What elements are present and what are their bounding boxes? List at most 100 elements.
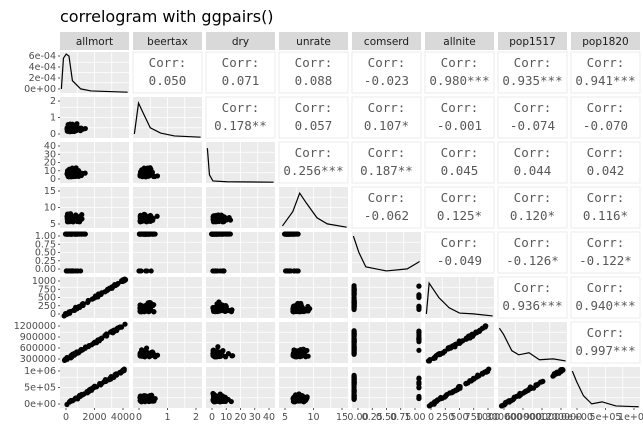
corr-value: 0.940*** [575,298,635,313]
scatter-point [416,376,422,382]
scatter-point [506,399,513,405]
scatter-point [442,348,448,354]
scatter-point [351,295,357,301]
top-strip-dry [206,32,275,50]
panel-pop1517-comserd [351,322,422,363]
scatter-point [226,215,232,221]
corr-label: Corr: [295,100,333,115]
y-tick-label: 0.75 [35,239,56,250]
corr-label: Corr: [587,235,625,250]
scatter-point [67,268,73,274]
scatter-point [145,307,151,313]
corr-value: 0.178** [214,118,267,133]
corr-label: Corr: [514,55,552,70]
scatter-point [442,394,448,400]
corr-panel-bg [497,186,568,229]
scatter-point [77,303,84,309]
corr-label: Corr: [587,325,625,340]
scatter-point [452,344,458,350]
panel-beertax-allmort [60,97,129,138]
y-tick-label: 6e-04 [29,51,56,62]
x-tick-label: 1000 [476,412,500,423]
scatter-point [303,396,309,403]
y-tick-label: 40 [44,141,56,152]
corr-label: Corr: [368,145,406,160]
scatter-point [122,321,128,327]
scatter-point [219,306,225,312]
panel-allnite-beertax [133,277,202,318]
scatter-point [291,399,297,405]
panel-allnite-dry [206,277,275,318]
scatter-point [137,213,143,219]
scatter-point [527,385,534,392]
scatter-point [149,301,156,308]
top-strip-label-dry: dry [232,36,249,48]
scatter-point [141,352,148,358]
panel-dry-pop1517: Corr: 0.044 [497,141,568,184]
y-tick-label: 1 [50,113,56,124]
scatter-point [298,398,304,404]
scatter-point [217,392,223,398]
top-strip-pop1517 [498,32,567,50]
scatter-point [220,231,227,237]
scatter-point [288,231,294,237]
corr-label: Corr: [441,190,479,205]
y-tick-label: 10 [44,203,56,214]
scatter-point [211,308,217,314]
scatter-point [416,379,422,386]
scatter-point [119,278,125,285]
y-tick-label: 0e+00 [24,84,56,95]
scatter-point [223,304,229,310]
panel-beertax-beertax [133,97,202,138]
top-strip-beertax [133,32,202,50]
x-tick-label: 0.25 [362,412,383,423]
scatter-point [89,386,95,392]
scatter-point [211,304,218,311]
top-strip-label-allnite: allnite [443,36,475,48]
x-tick-label: 500 [450,412,468,423]
scatter-point [211,231,217,237]
corr-label: Corr: [514,235,552,250]
scatter-point [351,304,357,310]
x-tick-label: 1 [164,412,170,423]
scatter-point [556,370,562,376]
x-tick-label: 10 [220,412,232,423]
scatter-point [141,307,147,313]
scatter-point [65,231,71,237]
scatter-point [210,390,216,397]
panel-allmort-beertax: Corr: 0.050 [132,51,203,94]
top-strip-unrate [279,32,348,50]
panel-comserd-dry [206,231,275,274]
y-tick-label: 0e+00 [24,399,56,410]
panel-unrate-dry [206,187,275,228]
scatter-point [68,397,74,404]
scatter-point [108,376,114,382]
scatter-point [141,165,147,171]
y-tick-label: 2e-04 [29,73,56,84]
scatter-point [149,231,156,237]
x-tick-label: 20 [234,412,246,423]
panel-dry-allmort [60,142,129,183]
panel-pop1820-beertax [133,367,202,408]
scatter-point [148,397,155,403]
scatter-point [463,381,469,387]
scatter-point [77,128,84,134]
panel-pop1517-allmort [60,321,129,363]
panel-pop1820-pop1517 [498,366,567,409]
corr-value: 0.042 [587,163,625,178]
y-tick-label: 0 [50,174,56,185]
panel-pop1517-pop1517 [498,322,567,363]
x-tick-label: 0e+00 [561,412,593,423]
panel-allmort-allnite: Corr: 0.980*** [424,51,495,94]
panel-allnite-pop1820: Corr: 0.940*** [570,276,641,319]
scatter-point [416,328,422,334]
corr-label: Corr: [441,55,479,70]
y-tick-label: 0.00 [35,264,56,275]
panel-dry-comserd: Corr: 0.187** [351,141,422,184]
panel-comserd-comserd [352,232,421,273]
panel-allmort-allmort [60,52,129,93]
scatter-point [416,292,422,299]
corr-value: 0.050 [149,73,187,88]
scatter-point [283,268,289,274]
corr-label: Corr: [514,190,552,205]
